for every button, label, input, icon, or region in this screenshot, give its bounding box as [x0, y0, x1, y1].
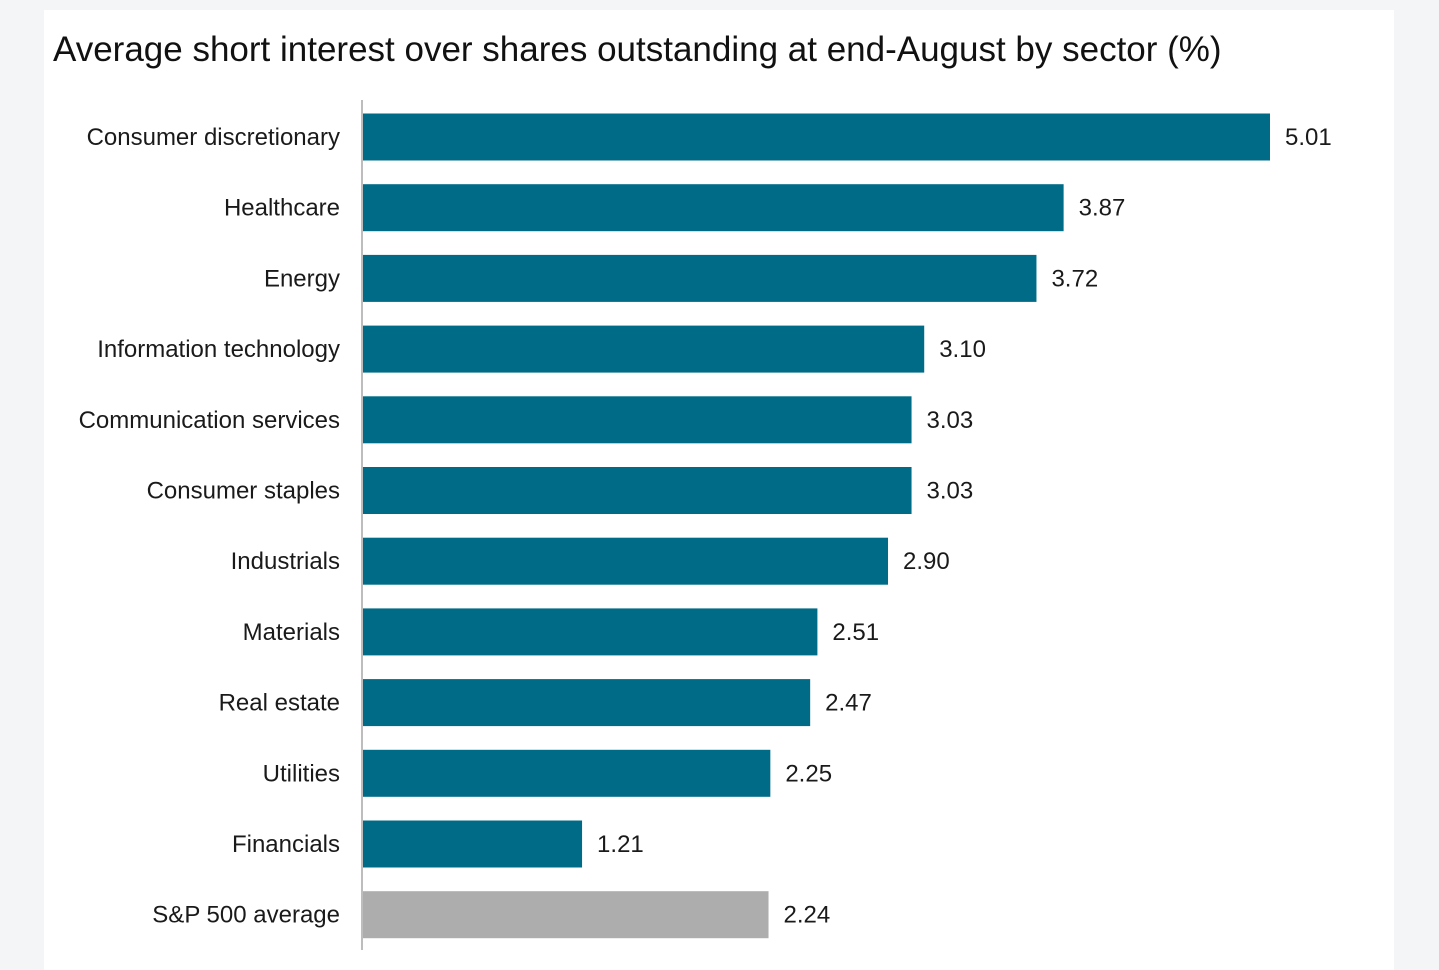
bar: [363, 254, 1037, 302]
bar: [363, 325, 925, 373]
bar: [363, 608, 818, 656]
value-label: 3.72: [1051, 265, 1098, 292]
bar: [363, 679, 811, 727]
category-label: Energy: [264, 265, 340, 292]
value-label: 3.87: [1079, 195, 1126, 222]
bar: [363, 820, 583, 868]
category-label: S&P 500 average: [152, 902, 340, 929]
category-label: Utilities: [263, 760, 340, 787]
value-label: 3.03: [927, 407, 974, 434]
category-label: Industrials: [231, 548, 340, 575]
bar: [363, 396, 912, 444]
value-label: 2.51: [832, 619, 879, 646]
value-label: 5.01: [1285, 124, 1332, 151]
category-label: Communication services: [79, 407, 340, 434]
bar: [363, 113, 1270, 161]
category-label: Consumer discretionary: [87, 124, 340, 151]
category-label: Materials: [243, 619, 340, 646]
bar: [363, 749, 771, 797]
category-label: Financials: [232, 831, 340, 858]
value-label: 2.24: [784, 902, 831, 929]
bar: [363, 184, 1064, 232]
value-label: 3.10: [939, 336, 986, 363]
bar: [363, 891, 769, 939]
value-label: 2.90: [903, 548, 950, 575]
category-label: Consumer staples: [147, 478, 340, 505]
category-label: Real estate: [219, 690, 340, 717]
category-label: Healthcare: [224, 195, 340, 222]
bar: [363, 537, 889, 585]
bar: [363, 467, 912, 514]
value-label: 1.21: [597, 831, 644, 858]
value-label: 3.03: [927, 478, 974, 505]
value-label: 2.47: [825, 690, 872, 717]
value-label: 2.25: [785, 760, 832, 787]
chart-title: Average short interest over shares outst…: [53, 30, 1222, 69]
category-label: Information technology: [97, 336, 340, 363]
